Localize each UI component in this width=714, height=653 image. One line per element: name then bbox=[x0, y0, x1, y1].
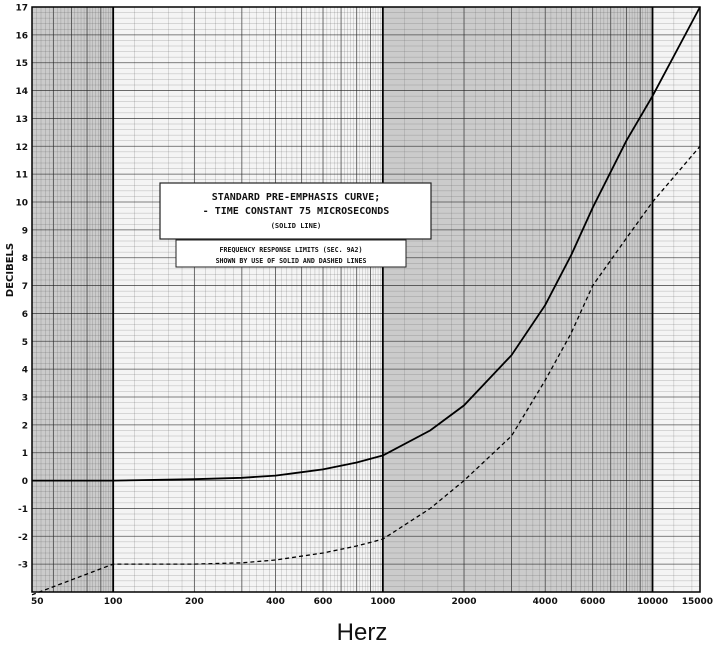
y-tick-label: 0 bbox=[22, 477, 28, 487]
y-tick-label: 13 bbox=[15, 115, 28, 125]
x-tick-label: 4000 bbox=[533, 597, 558, 607]
x-tick-label: 50 bbox=[31, 597, 44, 607]
x-tick-label: 100 bbox=[104, 597, 123, 607]
y-tick-label: 15 bbox=[15, 59, 28, 69]
x-tick-label: 400 bbox=[266, 597, 285, 607]
chart-title-line-2: - TIME CONSTANT 75 MICROSECONDS bbox=[203, 206, 390, 217]
x-tick-label: 15000 bbox=[682, 597, 713, 607]
shaded-band bbox=[32, 7, 114, 592]
x-tick-label: 200 bbox=[185, 597, 204, 607]
y-tick-label: 1 bbox=[22, 449, 28, 459]
title-box: STANDARD PRE-EMPHASIS CURVE; - TIME CONS… bbox=[159, 182, 432, 240]
y-tick-label: 9 bbox=[22, 226, 28, 236]
series-line-solid bbox=[32, 6, 701, 482]
y-tick-label: 2 bbox=[22, 421, 28, 431]
y-tick-label: 7 bbox=[22, 282, 28, 292]
title-box-frame bbox=[159, 182, 432, 240]
plot-frame bbox=[31, 6, 701, 593]
y-tick-label: 11 bbox=[15, 171, 28, 181]
subtitle-box: FREQUENCY RESPONSE LIMITS (SEC. 9A2) SHO… bbox=[175, 239, 407, 268]
y-tick-label: 16 bbox=[15, 31, 28, 41]
series-line-dashed bbox=[31, 145, 701, 596]
y-tick-label: 8 bbox=[22, 254, 28, 264]
x-axis-label: Herz bbox=[337, 619, 388, 646]
y-tick-label: -1 bbox=[18, 505, 28, 515]
shaded-band bbox=[382, 7, 653, 592]
x-ticks: 50 100 200 400 600 1000 2000 4000 6000 10000 15000 bbox=[31, 597, 713, 607]
subtitle-box-frame bbox=[175, 239, 407, 268]
x-tick-label: 6000 bbox=[580, 597, 605, 607]
y-tick-label: 12 bbox=[15, 143, 28, 153]
y-tick-label: 3 bbox=[22, 394, 28, 404]
y-tick-label: 14 bbox=[15, 87, 28, 97]
shaded-bands bbox=[32, 7, 700, 592]
y-tick-label: 4 bbox=[22, 366, 28, 376]
grid bbox=[31, 6, 701, 593]
x-tick-label: 600 bbox=[314, 597, 333, 607]
subtitle-line-1: FREQUENCY RESPONSE LIMITS (SEC. 9A2) bbox=[220, 246, 363, 254]
y-tick-label: 5 bbox=[22, 338, 28, 348]
chart-title-note: (SOLID LINE) bbox=[271, 222, 322, 230]
y-tick-label: 6 bbox=[22, 310, 28, 320]
y-tick-label: 10 bbox=[15, 199, 28, 209]
y-tick-label: -3 bbox=[18, 561, 28, 571]
x-tick-label: 10000 bbox=[637, 597, 668, 607]
y-tick-label: -2 bbox=[18, 533, 28, 543]
x-tick-label: 2000 bbox=[451, 597, 476, 607]
y-tick-label: 17 bbox=[15, 4, 28, 14]
x-tick-label: 1000 bbox=[370, 597, 395, 607]
y-axis-label: DECIBELS bbox=[5, 243, 16, 297]
chart-title-line-1: STANDARD PRE-EMPHASIS CURVE; bbox=[212, 192, 381, 203]
subtitle-line-2: SHOWN BY USE OF SOLID AND DASHED LINES bbox=[216, 257, 367, 265]
series-layer bbox=[31, 6, 701, 596]
